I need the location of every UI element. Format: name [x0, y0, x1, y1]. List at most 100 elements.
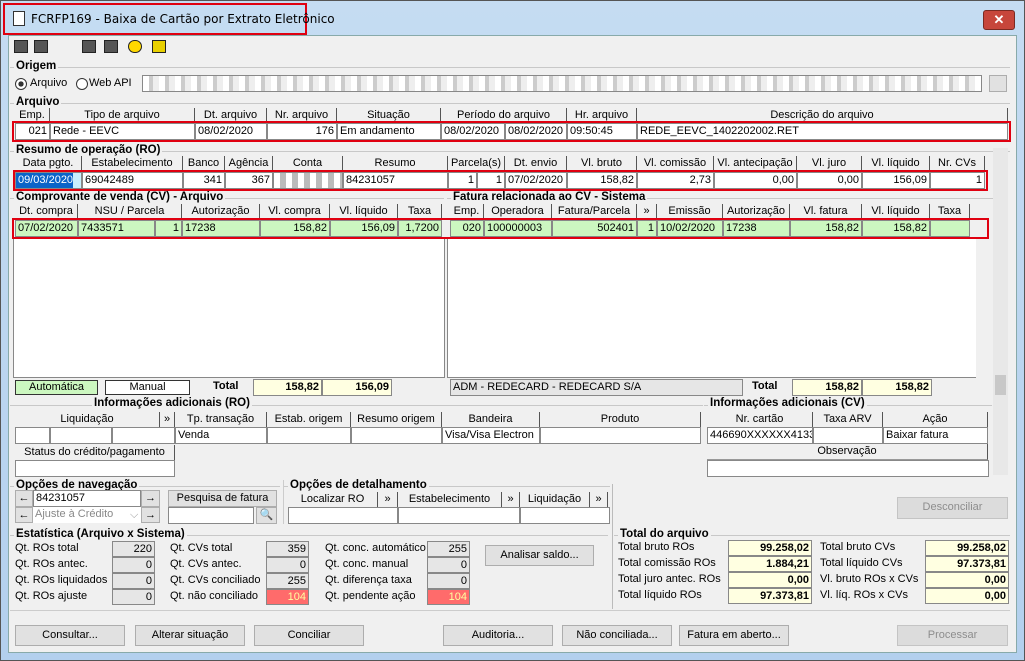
ro-cell-14[interactable]: 1: [930, 172, 985, 189]
arquivo-cell-4[interactable]: Em andamento: [337, 123, 441, 140]
ro-header-4[interactable]: Conta: [273, 156, 343, 172]
arquivo-header-7[interactable]: Descrição do arquivo: [637, 108, 1008, 124]
printer-icon[interactable]: [82, 40, 96, 53]
nao-conciliada-button[interactable]: Não conciliada...: [562, 625, 672, 646]
ro-header-2[interactable]: Banco: [183, 156, 225, 172]
fatura-header-2[interactable]: Fatura/Parcela: [552, 204, 637, 220]
ro-cell-8[interactable]: 07/02/2020: [505, 172, 567, 189]
fatura-cell-5[interactable]: 17238: [723, 220, 790, 237]
fatura-cell-4[interactable]: 10/02/2020: [657, 220, 723, 237]
cv-cell-4[interactable]: 158,82: [260, 220, 330, 237]
ro-header-11[interactable]: Vl. juro: [797, 156, 862, 172]
cv-cell-2[interactable]: 1: [155, 220, 182, 237]
ro-header-7[interactable]: Dt. envio: [505, 156, 567, 172]
status-field[interactable]: [15, 460, 175, 477]
cv-header-3[interactable]: Vl. compra: [260, 204, 330, 220]
ro-cell-5[interactable]: 84231057: [343, 172, 448, 189]
info-ro-header-1[interactable]: »: [160, 412, 175, 428]
obs-field[interactable]: [707, 460, 989, 477]
arquivo-cell-7[interactable]: 09:50:45: [567, 123, 637, 140]
auditoria-button[interactable]: Auditoria...: [443, 625, 553, 646]
fatura-header-0[interactable]: Emp.: [450, 204, 484, 220]
detalhamento-header-5[interactable]: »: [590, 492, 608, 508]
ro-cell-4[interactable]: [273, 172, 343, 189]
info-ro-cell-6[interactable]: Visa/Visa Electron: [442, 427, 540, 444]
info-cv-cell-1[interactable]: [813, 427, 883, 444]
ro-cell-3[interactable]: 367: [225, 172, 273, 189]
info-ro-header-3[interactable]: Estab. origem: [267, 412, 351, 428]
arquivo-header-2[interactable]: Dt. arquivo: [195, 108, 267, 124]
info-ro-header-5[interactable]: Bandeira: [442, 412, 540, 428]
ro-header-10[interactable]: Vl. antecipação: [714, 156, 797, 172]
info-cv-cell-0[interactable]: 446690XXXXXX4133: [707, 427, 813, 444]
ro-cell-2[interactable]: 341: [183, 172, 225, 189]
fatura-cell-0[interactable]: 020: [450, 220, 484, 237]
info-ro-cell-2[interactable]: [112, 427, 175, 444]
info-ro-cell-1[interactable]: [50, 427, 112, 444]
arquivo-header-0[interactable]: Emp.: [15, 108, 50, 124]
calendar-icon[interactable]: [104, 40, 118, 53]
ro-cell-12[interactable]: 0,00: [797, 172, 862, 189]
expand-icon[interactable]: [14, 40, 28, 53]
help-icon[interactable]: [128, 40, 142, 53]
arquivo-cell-6[interactable]: 08/02/2020: [505, 123, 567, 140]
ro-header-9[interactable]: Vl. comissão: [637, 156, 714, 172]
info-ro-header-6[interactable]: Produto: [540, 412, 701, 428]
next-resumo-button[interactable]: →: [141, 490, 160, 507]
cv-header-1[interactable]: NSU / Parcela: [78, 204, 182, 220]
fatura-list[interactable]: [447, 237, 977, 378]
cv-cell-0[interactable]: 07/02/2020: [15, 220, 78, 237]
arquivo-cell-2[interactable]: 08/02/2020: [195, 123, 267, 140]
mode-manual[interactable]: Manual: [105, 380, 190, 395]
fatura-cell-6[interactable]: 158,82: [790, 220, 862, 237]
radio-arquivo[interactable]: [15, 78, 27, 90]
resumo-nav-input[interactable]: 84231057: [33, 490, 141, 507]
main-scrollbar-thumb[interactable]: [995, 375, 1006, 395]
arquivo-cell-5[interactable]: 08/02/2020: [441, 123, 505, 140]
cv-list[interactable]: [13, 237, 445, 378]
detalhamento-header-4[interactable]: Liquidação: [520, 492, 590, 508]
info-ro-cell-0[interactable]: [15, 427, 50, 444]
search-icon[interactable]: 🔍: [256, 507, 277, 524]
detalhamento-header-0[interactable]: Localizar RO: [288, 492, 378, 508]
detalhamento-cell-0[interactable]: [288, 507, 398, 524]
cv-header-2[interactable]: Autorização: [182, 204, 260, 220]
ro-cell-7[interactable]: 1: [477, 172, 505, 189]
ro-header-8[interactable]: Vl. bruto: [567, 156, 637, 172]
ro-header-13[interactable]: Nr. CVs: [930, 156, 985, 172]
cv-cell-5[interactable]: 156,09: [330, 220, 398, 237]
processar-button[interactable]: Processar: [897, 625, 1008, 646]
restore-icon[interactable]: [34, 40, 48, 53]
tipo-nav-select[interactable]: Ajuste à Crédito: [33, 507, 141, 523]
cv-header-4[interactable]: Vl. líquido: [330, 204, 398, 220]
ro-header-12[interactable]: Vl. líquido: [862, 156, 930, 172]
ro-header-5[interactable]: Resumo: [343, 156, 448, 172]
cv-header-5[interactable]: Taxa: [398, 204, 442, 220]
next-tipo-button[interactable]: →: [141, 507, 160, 523]
info-ro-cell-5[interactable]: [351, 427, 442, 444]
arquivo-header-5[interactable]: Período do arquivo: [441, 108, 567, 124]
cv-cell-6[interactable]: 1,7200: [398, 220, 442, 237]
fatura-cell-8[interactable]: [930, 220, 970, 237]
alterar-button[interactable]: Alterar situação: [135, 625, 245, 646]
arquivo-cell-1[interactable]: Rede - EEVC: [50, 123, 195, 140]
fatura-cell-3[interactable]: 1: [637, 220, 657, 237]
fatura-cell-1[interactable]: 100000003: [484, 220, 552, 237]
info-ro-cell-3[interactable]: Venda: [175, 427, 267, 444]
radio-webapi[interactable]: [76, 78, 88, 90]
ro-cell-9[interactable]: 158,82: [567, 172, 637, 189]
ro-cell-11[interactable]: 0,00: [714, 172, 797, 189]
browse-file-button[interactable]: [989, 75, 1007, 92]
info-ro-header-4[interactable]: Resumo origem: [351, 412, 442, 428]
prev-resumo-button[interactable]: ←: [15, 490, 33, 507]
desconciliar-button[interactable]: Desconciliar: [897, 497, 1008, 519]
ro-header-1[interactable]: Estabelecimento: [82, 156, 183, 172]
cv-cell-3[interactable]: 17238: [182, 220, 260, 237]
detalhamento-header-2[interactable]: Estabelecimento: [398, 492, 502, 508]
consultar-button[interactable]: Consultar...: [15, 625, 125, 646]
fatura-cell-2[interactable]: 502401: [552, 220, 637, 237]
detalhamento-header-1[interactable]: »: [378, 492, 398, 508]
info-ro-cell-7[interactable]: [540, 427, 701, 444]
ro-cell-13[interactable]: 156,09: [862, 172, 930, 189]
arquivo-header-4[interactable]: Situação: [337, 108, 441, 124]
